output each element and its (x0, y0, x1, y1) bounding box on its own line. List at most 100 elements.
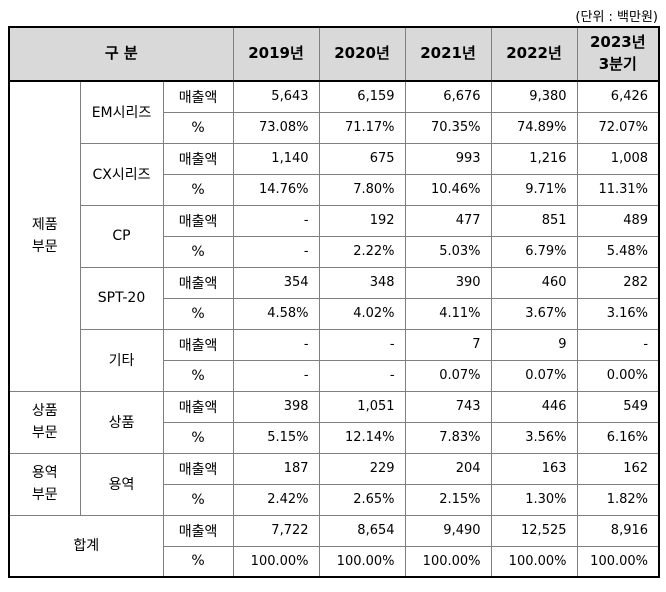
row-service-sales: 용역 부문 용역 매출액 187 229 204 163 162 (8, 452, 660, 516)
metric-sales-label: 매출액 (162, 204, 234, 237)
row-goods-pct: % 5.15% 12.14% 7.83% 3.56% 6.16% (9, 421, 660, 454)
value-cell: 8,916 (576, 514, 660, 547)
table-header: 구 분 2019년 2020년 2021년 2022년 2023년 3분기 (8, 26, 660, 82)
value-cell: 1,008 (576, 142, 660, 175)
value-cell: 993 (404, 142, 492, 175)
value-cell: 5.03% (404, 235, 492, 268)
value-cell: 489 (576, 204, 660, 237)
header-2022: 2022년 (490, 26, 578, 82)
product-service: 용역 (79, 452, 164, 516)
value-cell: 70.35% (404, 111, 492, 144)
value-cell: 2.22% (318, 235, 406, 268)
row-cx-sales: CX시리즈 매출액 1,140 675 993 1,216 1,008 (9, 142, 660, 206)
metric-percent-label: % (162, 297, 234, 330)
value-cell: 1,140 (232, 142, 320, 175)
value-cell: 390 (404, 266, 492, 299)
metric-sales-label: 매출액 (162, 80, 234, 113)
value-cell: 851 (490, 204, 578, 237)
value-cell: 100.00% (490, 545, 578, 578)
value-cell: 12.14% (318, 421, 406, 454)
value-cell: 5,643 (232, 80, 320, 113)
value-cell: 9.71% (490, 173, 578, 206)
segment-total: 합계 (8, 514, 164, 578)
metric-sales-label: 매출액 (162, 514, 234, 547)
header-row: 구 분 2019년 2020년 2021년 2022년 2023년 3분기 (8, 26, 660, 82)
value-cell: 9 (490, 328, 578, 361)
value-cell: 8,654 (318, 514, 406, 547)
value-cell: 100.00% (232, 545, 320, 578)
value-cell: 229 (318, 452, 406, 485)
header-category: 구 분 (8, 26, 234, 82)
table-body: 제품 부문 EM시리즈 매출액 5,643 6,159 6,676 9,380 … (8, 80, 660, 578)
value-cell: 100.00% (404, 545, 492, 578)
value-cell: 6.79% (490, 235, 578, 268)
value-cell: 7 (404, 328, 492, 361)
value-cell: 4.11% (404, 297, 492, 330)
value-cell: 3.67% (490, 297, 578, 330)
header-2021: 2021년 (404, 26, 492, 82)
value-cell: 72.07% (576, 111, 660, 144)
row-spt-sales: SPT-20 매출액 354 348 390 460 282 (9, 266, 660, 330)
value-cell: 3.16% (576, 297, 660, 330)
value-cell: 7.83% (404, 421, 492, 454)
value-cell: 282 (576, 266, 660, 299)
value-cell: 7.80% (318, 173, 406, 206)
product-em-series: EM시리즈 (79, 80, 164, 144)
value-cell: 100.00% (318, 545, 406, 578)
row-cx-pct: % 14.76% 7.80% 10.46% 9.71% 11.31% (9, 173, 660, 206)
row-em-pct: % 73.08% 71.17% 70.35% 74.89% 72.07% (9, 111, 660, 144)
value-cell: 1,051 (318, 390, 406, 423)
value-cell: 73.08% (232, 111, 320, 144)
product-etc: 기타 (79, 328, 164, 392)
value-cell: 100.00% (576, 545, 660, 578)
metric-percent-label: % (162, 111, 234, 144)
value-cell: - (232, 235, 320, 268)
row-cp-sales: CP 매출액 - 192 477 851 489 (9, 204, 660, 268)
metric-sales-label: 매출액 (162, 452, 234, 485)
value-cell: - (318, 328, 406, 361)
segment-product: 제품 부문 (8, 80, 81, 392)
value-cell: 7,722 (232, 514, 320, 547)
row-total-sales: 합계 매출액 7,722 8,654 9,490 12,525 8,916 (8, 514, 660, 578)
row-etc-sales: 기타 매출액 - - 7 9 - (9, 328, 660, 392)
product-cx-series: CX시리즈 (79, 142, 164, 206)
metric-percent-label: % (162, 421, 234, 454)
metric-percent-label: % (162, 173, 234, 206)
value-cell: 3.56% (490, 421, 578, 454)
value-cell: 348 (318, 266, 406, 299)
metric-percent-label: % (162, 359, 234, 392)
value-cell: 1,216 (490, 142, 578, 175)
row-goods-sales: 상품 부문 상품 매출액 398 1,051 743 446 549 (8, 390, 660, 454)
value-cell: 71.17% (318, 111, 406, 144)
page: (단위 : 백만원) 구 분 2019년 2020년 2021년 2022년 2… (8, 10, 661, 578)
value-cell: - (232, 328, 320, 361)
value-cell: 9,490 (404, 514, 492, 547)
value-cell: 5.15% (232, 421, 320, 454)
product-goods: 상품 (79, 390, 164, 454)
unit-label: (단위 : 백만원) (575, 10, 658, 25)
value-cell: 477 (404, 204, 492, 237)
segment-service: 용역 부문 (8, 452, 81, 516)
metric-sales-label: 매출액 (162, 390, 234, 423)
value-cell: 0.00% (576, 359, 660, 392)
value-cell: 204 (404, 452, 492, 485)
product-spt-20: SPT-20 (79, 266, 164, 330)
value-cell: 0.07% (490, 359, 578, 392)
header-2019: 2019년 (232, 26, 320, 82)
header-2020: 2020년 (318, 26, 406, 82)
value-cell: 187 (232, 452, 320, 485)
value-cell: 398 (232, 390, 320, 423)
value-cell: 1.82% (576, 483, 660, 516)
value-cell: 14.76% (232, 173, 320, 206)
value-cell: 6,426 (576, 80, 660, 113)
value-cell: 354 (232, 266, 320, 299)
value-cell: 10.46% (404, 173, 492, 206)
value-cell: 0.07% (404, 359, 492, 392)
value-cell: 6,159 (318, 80, 406, 113)
metric-sales-label: 매출액 (162, 328, 234, 361)
value-cell: - (576, 328, 660, 361)
value-cell: 6.16% (576, 421, 660, 454)
value-cell: 6,676 (404, 80, 492, 113)
value-cell: 5.48% (576, 235, 660, 268)
metric-percent-label: % (162, 545, 234, 578)
